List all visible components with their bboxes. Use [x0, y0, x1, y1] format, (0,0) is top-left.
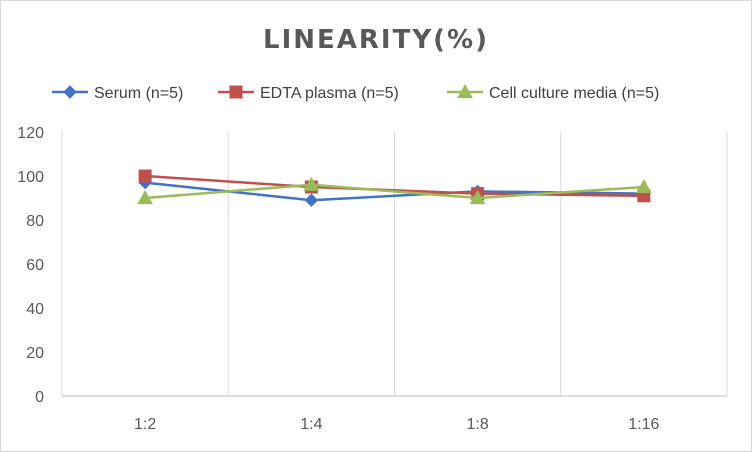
x-tick-label: 1:4: [300, 416, 322, 433]
y-tick-label: 40: [26, 301, 44, 318]
legend-item: Cell culture media (n=5): [447, 83, 659, 102]
y-tick-label: 100: [17, 169, 44, 186]
legend-item: Serum (n=5): [52, 85, 183, 102]
legend-marker: [229, 85, 243, 99]
series-line: [145, 183, 644, 200]
data-point: [137, 189, 153, 205]
legend-label: EDTA plasma (n=5): [260, 85, 399, 102]
legend-label: Serum (n=5): [94, 85, 183, 102]
axes: 0 20 40 60 80 100 120 1:2 1:4 1:8 1:16: [17, 125, 728, 433]
series-3: [137, 176, 652, 205]
x-tick-label: 1:2: [134, 416, 156, 433]
legend-label: Cell culture media (n=5): [489, 85, 659, 102]
gridlines: [227, 132, 562, 396]
data-point: [304, 193, 319, 207]
legend: Serum (n=5) EDTA plasma (n=5) Cell culture…: [52, 83, 659, 102]
legend-item: EDTA plasma (n=5): [218, 85, 399, 102]
y-tick-label: 20: [26, 345, 44, 362]
data-point: [138, 169, 152, 183]
y-tick-label: 120: [17, 125, 44, 142]
data-point: [469, 189, 486, 205]
legend-marker: [63, 85, 77, 99]
x-tick-label: 1:16: [628, 416, 659, 433]
y-tick-label: 0: [35, 389, 44, 406]
chart-title: LINEARITY(%): [263, 25, 489, 55]
data-point: [303, 176, 320, 191]
x-tick-label: 1:8: [467, 416, 489, 433]
y-tick-label: 60: [26, 257, 44, 274]
legend-marker: [457, 83, 473, 99]
data-point: [636, 178, 652, 194]
series-group: [137, 169, 652, 207]
y-tick-label: 80: [26, 213, 44, 230]
